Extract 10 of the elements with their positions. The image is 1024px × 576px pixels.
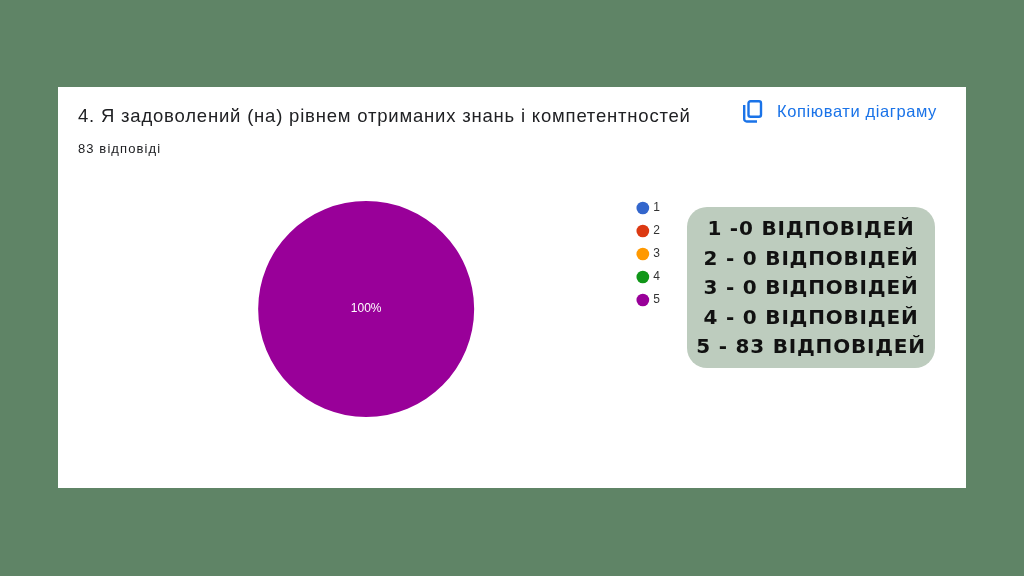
chart-title: 4. Я задоволений (на) рівнем отриманих знань і компетентностей <box>78 105 691 127</box>
text: 83 відповіді <box>78 141 162 157</box>
legend-label: 3 <box>653 246 661 261</box>
legend-label: 1 <box>653 200 661 215</box>
data-label: 100% <box>350 301 382 316</box>
text: Копіювати діаграму <box>777 102 937 121</box>
legend-label: 5 <box>653 292 661 307</box>
legend-label: 4 <box>653 269 661 284</box>
note-panel: 1 -0 ВІДПОВІДЕЙ 2 - 0 ВІДПОВІДЕЙ 3 - 0 ВІДПОВІДЕЙ 4 - 0 ВІДПОВІДЕЙ 5 - 83 ВІДПОВІДЕЙ <box>687 207 935 368</box>
legend-label: 2 <box>653 223 661 238</box>
